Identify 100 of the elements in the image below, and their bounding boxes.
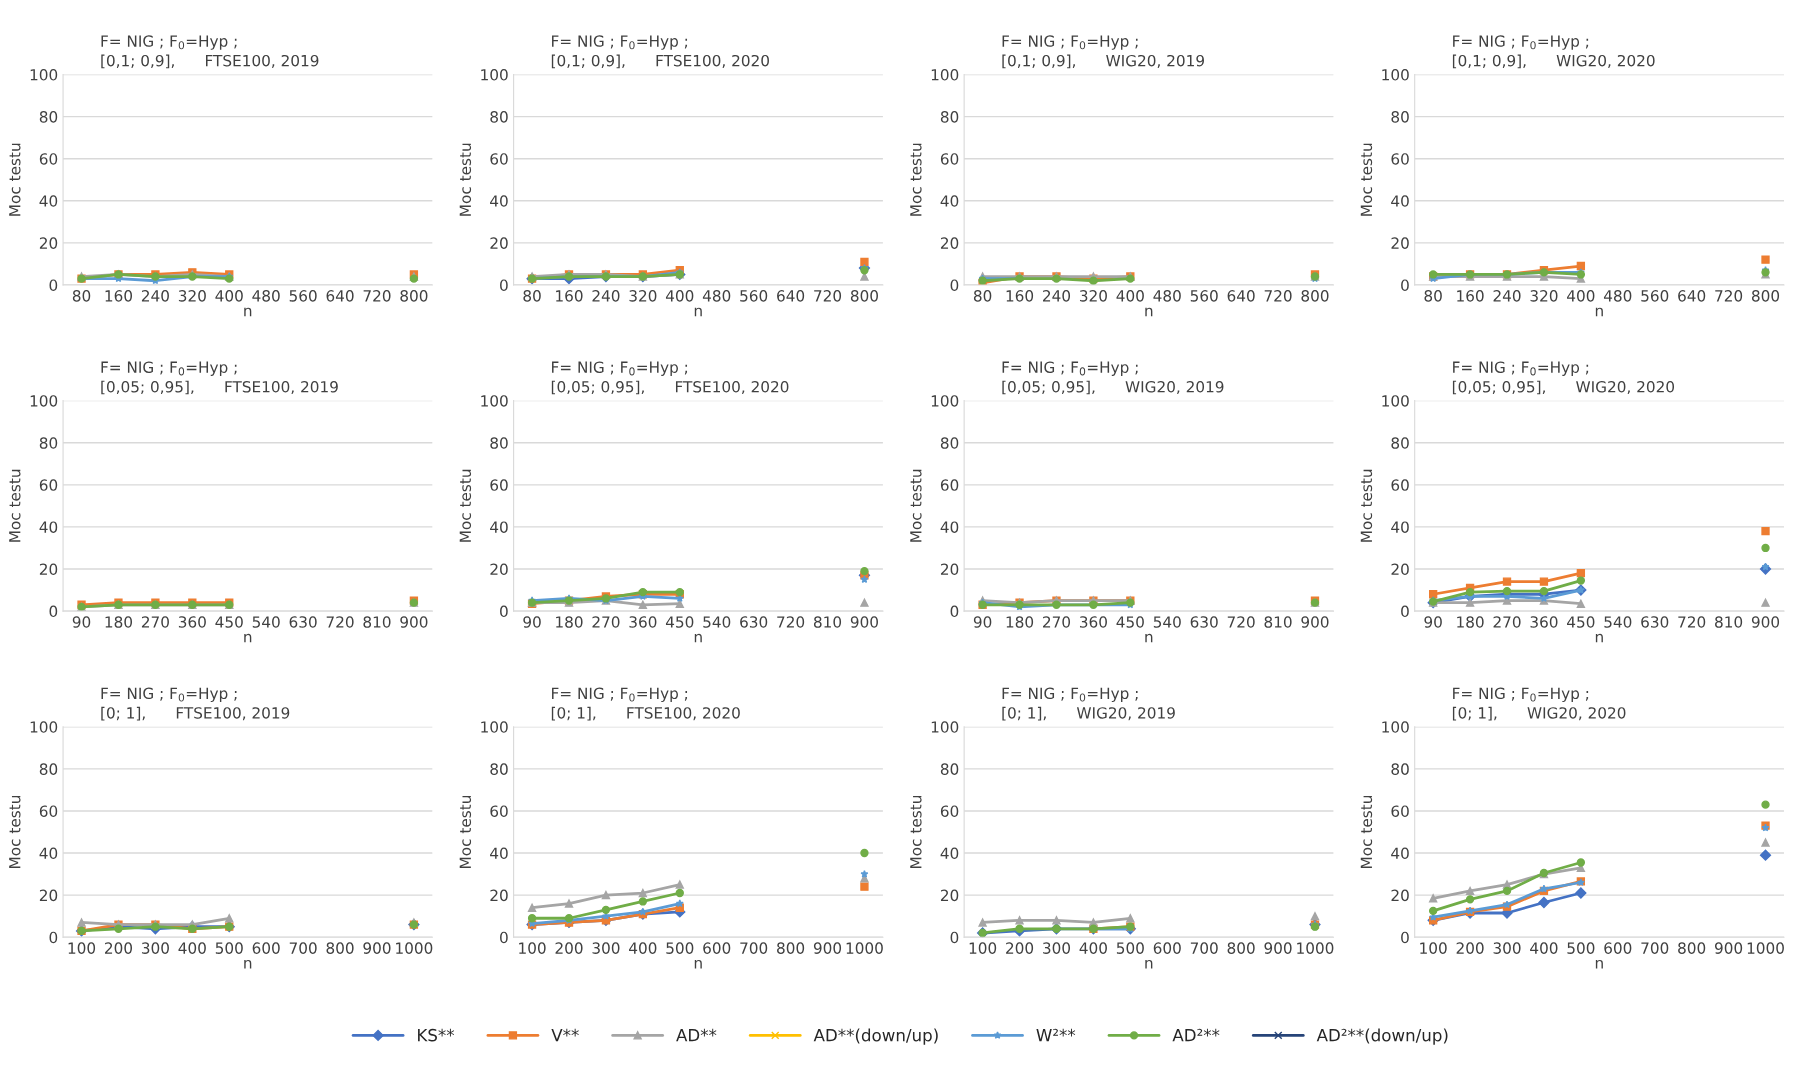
x-tick-label: 450 bbox=[1116, 616, 1144, 628]
legend-label: V** bbox=[551, 1028, 579, 1042]
x-tick-label: 720 bbox=[1227, 616, 1255, 628]
x-tick-label: 600 bbox=[1153, 942, 1181, 954]
y-axis-title: Moc testu bbox=[910, 795, 922, 868]
x-tick-label: 1000 bbox=[1297, 942, 1334, 954]
y-tick-label: 80 bbox=[490, 111, 508, 123]
y-tick-label: 100 bbox=[30, 69, 58, 81]
y-tick-label: 20 bbox=[1391, 563, 1409, 576]
x-tick-label: 630 bbox=[1641, 616, 1669, 628]
y-axis-title: Moc testu bbox=[910, 469, 922, 542]
y-tick-label: 40 bbox=[490, 195, 508, 207]
x-tick-label: 500 bbox=[666, 942, 694, 954]
y-tick-label: 80 bbox=[1391, 763, 1409, 775]
x-tick-label: 400 bbox=[178, 942, 206, 954]
x-tick-label: 900 bbox=[1751, 616, 1780, 628]
y-tick-label: 80 bbox=[39, 111, 58, 123]
chart-title: F= NIG ; F$_{0}$=Hyp ; [0,1; 0,9], FTSE100, 2019 bbox=[101, 35, 319, 69]
y-axis-title: Moc testu bbox=[1360, 795, 1373, 868]
x-tick-label: 640 bbox=[1227, 290, 1255, 302]
y-axis-title: Moc testu bbox=[459, 469, 472, 542]
x-axis-title: n bbox=[694, 633, 702, 643]
x-axis-title: n bbox=[1595, 633, 1603, 643]
x-tick-label: 80 bbox=[973, 290, 992, 302]
x-tick-label: 720 bbox=[1715, 290, 1743, 302]
x-tick-label: 900 bbox=[1714, 942, 1743, 954]
x-tick-label: 720 bbox=[326, 616, 354, 628]
x-tick-label: 160 bbox=[105, 290, 133, 302]
y-tick-label: 80 bbox=[39, 437, 58, 449]
x-axis-title: n bbox=[1595, 307, 1603, 317]
y-tick-label: 80 bbox=[940, 111, 959, 123]
x-tick-label: 560 bbox=[289, 290, 317, 302]
y-tick-label: 80 bbox=[1391, 437, 1409, 449]
x-tick-label: 480 bbox=[702, 290, 731, 302]
x-axis-title: n bbox=[1145, 633, 1153, 643]
x-tick-label: 450 bbox=[1567, 616, 1595, 628]
x-tick-label: 540 bbox=[252, 616, 280, 628]
x-tick-label: 320 bbox=[178, 290, 206, 302]
x-axis-title: n bbox=[694, 959, 702, 969]
x-tick-label: 90 bbox=[1424, 616, 1442, 628]
x-tick-label: 100 bbox=[1420, 942, 1447, 954]
x-tick-label: 720 bbox=[777, 616, 805, 628]
y-tick-label: 40 bbox=[1391, 195, 1409, 207]
y-tick-label: 0 bbox=[950, 279, 959, 291]
x-tick-label: 300 bbox=[141, 942, 169, 954]
x-tick-label: 500 bbox=[1567, 942, 1595, 954]
y-tick-label: 0 bbox=[1401, 279, 1409, 291]
x-tick-label: 900 bbox=[1264, 942, 1292, 954]
y-tick-label: 0 bbox=[950, 931, 959, 944]
x-tick-label: 640 bbox=[1678, 290, 1706, 302]
y-tick-label: 20 bbox=[490, 889, 508, 902]
y-tick-label: 80 bbox=[490, 763, 508, 775]
y-axis-title: Moc testu bbox=[910, 143, 922, 216]
x-tick-label: 100 bbox=[68, 942, 96, 954]
x-tick-label: 400 bbox=[1079, 942, 1107, 954]
y-tick-label: 100 bbox=[30, 721, 58, 733]
chart-title: F= NIG ; F$_{0}$=Hyp ; [0,05; 0,95], FTSE100, 2020 bbox=[551, 361, 789, 395]
x-tick-label: 800 bbox=[850, 290, 878, 302]
y-tick-label: 0 bbox=[49, 931, 58, 944]
y-tick-label: 100 bbox=[931, 395, 959, 407]
x-tick-label: 270 bbox=[1043, 616, 1071, 628]
chart-title: F= NIG ; F$_{0}$=Hyp ; [0,1; 0,9], WIG20, 2019 bbox=[1002, 35, 1204, 69]
x-tick-label: 630 bbox=[1190, 616, 1218, 628]
y-tick-label: 20 bbox=[39, 563, 58, 576]
y-tick-label: 20 bbox=[940, 563, 959, 576]
chart-title: F= NIG ; F$_{0}$=Hyp ; [0; 1], WIG20, 2020 bbox=[1452, 687, 1626, 721]
x-axis-title: n bbox=[244, 633, 252, 643]
x-tick-label: 270 bbox=[1493, 616, 1521, 628]
y-tick-label: 40 bbox=[39, 195, 58, 207]
x-tick-label: 720 bbox=[363, 290, 391, 302]
x-axis-title: n bbox=[1595, 959, 1603, 969]
y-tick-label: 40 bbox=[39, 521, 58, 533]
x-tick-label: 700 bbox=[1641, 942, 1669, 954]
x-tick-label: 540 bbox=[1153, 616, 1181, 628]
x-tick-label: 480 bbox=[1603, 290, 1632, 302]
y-tick-label: 0 bbox=[49, 279, 58, 291]
x-tick-label: 270 bbox=[592, 616, 620, 628]
x-tick-label: 600 bbox=[252, 942, 280, 954]
y-tick-label: 100 bbox=[1382, 395, 1409, 407]
x-tick-label: 270 bbox=[141, 616, 169, 628]
x-tick-label: 180 bbox=[556, 616, 583, 628]
x-tick-label: 560 bbox=[1641, 290, 1669, 302]
x-tick-label: 300 bbox=[1043, 942, 1071, 954]
x-tick-label: 180 bbox=[1006, 616, 1034, 628]
legend-label: KS** bbox=[418, 1028, 455, 1042]
x-tick-label: 720 bbox=[1264, 290, 1292, 302]
x-tick-label: 900 bbox=[1301, 616, 1329, 628]
x-axis-title: n bbox=[244, 307, 252, 317]
x-tick-label: 240 bbox=[1493, 290, 1521, 302]
y-tick-label: 40 bbox=[940, 195, 959, 207]
x-tick-label: 360 bbox=[178, 616, 206, 628]
y-axis-title: Moc testu bbox=[9, 795, 21, 868]
x-tick-label: 900 bbox=[813, 942, 842, 954]
x-tick-label: 630 bbox=[289, 616, 317, 628]
x-tick-label: 100 bbox=[969, 942, 997, 954]
x-tick-label: 700 bbox=[289, 942, 317, 954]
chart-title: F= NIG ; F$_{0}$=Hyp ; [0; 1], WIG20, 2019 bbox=[1002, 687, 1175, 721]
chart-title: F= NIG ; F$_{0}$=Hyp ; [0; 1], FTSE100, 2019 bbox=[101, 687, 290, 721]
y-tick-label: 0 bbox=[500, 931, 508, 944]
x-tick-label: 810 bbox=[1715, 616, 1743, 628]
